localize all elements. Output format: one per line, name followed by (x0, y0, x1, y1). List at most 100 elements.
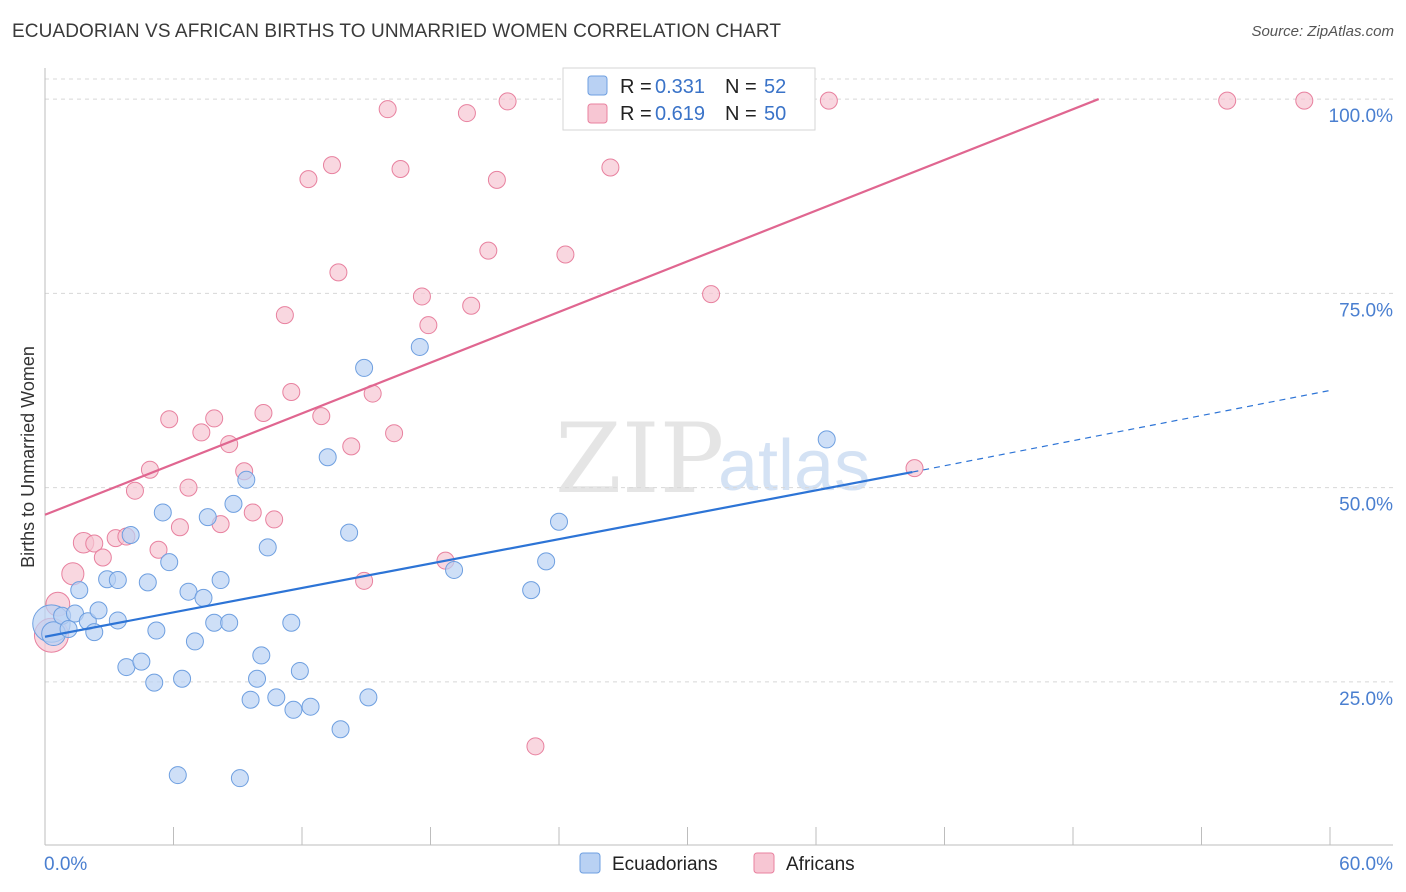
bottom-legend-swatch-africans (753, 852, 775, 874)
watermark-zip: ZIP (555, 403, 724, 515)
gridlines (45, 78, 1393, 683)
legend-swatch-ecuadorians (587, 75, 608, 96)
ecuadorians-point-35 (258, 538, 277, 557)
africans-point-10 (149, 540, 168, 559)
ecuadorians-point-12 (117, 658, 136, 677)
ecuadorians-point-26 (205, 613, 224, 632)
legend-n-label-africans: N = (725, 103, 762, 125)
series-legend: Ecuadorians Africans (579, 852, 855, 875)
ecuadorians-point-22 (179, 582, 198, 601)
legend-r-label-ecuadorians: R = (620, 76, 657, 98)
africans-point-39 (479, 241, 498, 260)
ecuadorians-point-18 (153, 503, 172, 522)
africans-point-45 (702, 285, 721, 304)
ecuadorians-point-29 (224, 494, 243, 513)
ecuadorians-point-36 (267, 688, 286, 707)
africans-point-21 (265, 510, 284, 529)
y-tick-label-50: 50.0% (1339, 495, 1393, 516)
africans-point-27 (329, 263, 348, 282)
ecuadorians-point-3 (59, 619, 78, 638)
africans-point-32 (385, 424, 404, 443)
bottom-legend-label-africans: Africans (786, 854, 855, 875)
bottom-legend-swatch-ecuadorians (579, 852, 601, 874)
africans-point-11 (160, 410, 179, 429)
ecuadorians-point-49 (537, 552, 556, 571)
legend-swatch-africans (587, 103, 608, 124)
ecuadorians-points (32, 337, 836, 788)
x-tick-label-max: 60.0% (1339, 854, 1393, 875)
ecuadorians-point-5 (70, 581, 89, 600)
africans-point-12 (170, 518, 189, 537)
ecuadorians-point-25 (198, 508, 217, 527)
x-tick-label-min: 0.0% (44, 854, 87, 875)
ecuadorians-point-17 (147, 621, 166, 640)
ecuadorians-point-33 (248, 669, 267, 688)
correlation-legend: R = 0.331 N = 52 R = 0.619 N = 50 (562, 67, 816, 131)
africans-point-46 (819, 91, 838, 110)
africans-point-26 (322, 156, 341, 175)
ecuadorians-point-8 (89, 601, 108, 620)
ecuadorians-trend-line (44, 470, 913, 638)
ecuadorians-point-47 (445, 560, 464, 579)
africans-point-49 (1295, 91, 1314, 110)
watermark-atlas: atlas (718, 426, 870, 506)
ecuadorians-point-28 (220, 613, 239, 632)
ecuadorians-point-16 (145, 673, 164, 692)
africans-point-44 (601, 158, 620, 177)
trend-lines (44, 98, 1331, 638)
ecuadorians-point-20 (168, 766, 187, 785)
africans-trend-line (44, 98, 1100, 516)
y-tick-label-25: 25.0% (1339, 689, 1393, 710)
ecuadorians-trend-extension (912, 389, 1331, 473)
africans-point-41 (498, 92, 517, 111)
y-axis-label: Births to Unmarried Women (18, 346, 38, 568)
y-tick-label-75: 75.0% (1339, 300, 1393, 321)
ecuadorians-point-39 (290, 661, 309, 680)
africans-point-37 (457, 104, 476, 123)
africans-point-8 (125, 481, 144, 500)
legend-r-value-ecuadorians: 0.331 (655, 76, 705, 98)
y-tick-labels: 25.0% 50.0% 75.0% 100.0% (1329, 106, 1394, 710)
africans-point-23 (282, 383, 301, 402)
legend-r-label-africans: R = (620, 103, 657, 125)
ecuadorians-point-24 (194, 588, 213, 607)
ecuadorians-point-21 (173, 669, 192, 688)
ecuadorians-point-11 (108, 611, 127, 630)
africans-point-28 (342, 437, 361, 456)
legend-r-value-africans: 0.619 (655, 103, 705, 125)
watermark: ZIP atlas (555, 403, 870, 515)
africans-point-5 (93, 548, 112, 567)
africans-point-33 (391, 160, 410, 179)
africans-point-40 (487, 170, 506, 189)
ecuadorians-point-19 (160, 553, 179, 572)
africans-point-48 (1218, 91, 1237, 110)
ecuadorians-point-41 (318, 448, 337, 467)
africans-point-34 (412, 287, 431, 306)
x-axis-ticks (44, 827, 1331, 845)
ecuadorians-point-43 (340, 523, 359, 542)
africans-point-15 (205, 409, 224, 428)
ecuadorians-point-44 (355, 358, 374, 377)
ecuadorians-point-37 (282, 613, 301, 632)
ecuadorians-point-45 (359, 688, 378, 707)
africans-point-22 (275, 306, 294, 325)
africans-point-31 (378, 100, 397, 119)
chart-title: ECUADORIAN VS AFRICAN BIRTHS TO UNMARRIE… (12, 21, 782, 42)
africans-point-4 (85, 534, 104, 553)
ecuadorians-point-13 (132, 652, 151, 671)
ecuadorians-point-50 (550, 512, 568, 531)
ecuadorians-point-48 (522, 581, 541, 600)
ecuadorians-point-42 (331, 720, 350, 739)
legend-n-value-africans: 50 (764, 103, 786, 125)
africans-point-38 (462, 296, 481, 315)
africans-point-19 (243, 503, 262, 522)
ecuadorians-point-51 (817, 430, 836, 449)
africans-point-43 (556, 245, 575, 264)
ecuadorians-point-10 (108, 571, 127, 590)
africans-point-25 (312, 407, 331, 426)
ecuadorians-point-32 (241, 690, 260, 709)
africans-point-35 (419, 316, 438, 335)
africans-point-42 (526, 737, 545, 756)
ecuadorians-point-27 (211, 571, 230, 590)
